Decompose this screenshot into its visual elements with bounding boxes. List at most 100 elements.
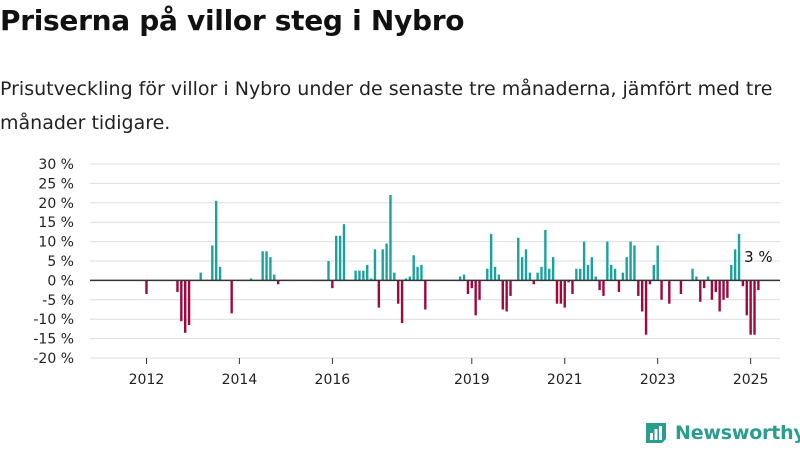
x-tick-label: 2023 [640, 372, 676, 388]
bar [373, 249, 377, 281]
bar [354, 270, 357, 281]
bar [571, 280, 574, 294]
bar [617, 280, 621, 293]
y-tick-label: 0 % [47, 273, 74, 289]
bar [509, 280, 512, 296]
bar [520, 257, 524, 281]
bar [458, 276, 462, 281]
bar [706, 276, 710, 281]
y-tick-label: -5 % [42, 293, 74, 309]
bar [493, 266, 497, 281]
bar [466, 280, 470, 294]
bar [393, 272, 396, 281]
x-tick-label: 2012 [129, 372, 165, 388]
bar [397, 280, 400, 304]
bar [412, 255, 415, 281]
y-tick-label: -20 % [33, 351, 74, 367]
bar [741, 280, 745, 287]
bar [335, 235, 338, 281]
bar [184, 280, 187, 333]
annotations: 3 % [744, 248, 773, 266]
bar [637, 280, 640, 296]
bar [559, 280, 563, 304]
bar [404, 278, 408, 281]
bar [575, 268, 578, 281]
x-tick-label: 2021 [547, 372, 583, 388]
bar [563, 280, 566, 308]
brand-name: Newsworthy [675, 422, 800, 444]
bar [474, 280, 477, 316]
bar [625, 257, 628, 281]
bar [730, 264, 733, 281]
bar [211, 245, 214, 281]
bar [652, 264, 656, 281]
annotation-label: 3 % [744, 248, 773, 266]
bar [269, 257, 272, 281]
bar [424, 280, 427, 310]
bar [648, 280, 652, 285]
bar [733, 249, 737, 281]
bar [462, 274, 466, 281]
bar [656, 245, 659, 281]
bar [420, 264, 423, 281]
bar [400, 280, 404, 324]
y-tick-label: 10 % [38, 235, 74, 251]
bar [358, 270, 361, 281]
bar [331, 280, 334, 289]
y-tick-label: 5 % [47, 254, 74, 270]
newsworthy-logo-icon [646, 423, 666, 443]
bar [710, 280, 714, 300]
bar [544, 229, 547, 281]
bar [551, 257, 555, 281]
bar [180, 280, 183, 322]
bar [501, 280, 504, 310]
bar [606, 241, 609, 281]
bar [389, 195, 392, 281]
bar [327, 261, 330, 281]
bar [497, 274, 501, 281]
bar [699, 280, 702, 302]
bar [342, 224, 346, 281]
y-axis-ticks: 30 % 25 % 20 % 15 % 10 % 5 % 0 % -5 % -10 % -15 %… [33, 157, 74, 367]
y-tick-label: 30 % [38, 157, 74, 173]
bar [679, 280, 683, 294]
bar [505, 280, 508, 312]
bar [745, 280, 748, 316]
bar [199, 272, 202, 281]
bar [567, 280, 570, 283]
bar [594, 276, 597, 281]
bar [726, 280, 729, 298]
bar [486, 268, 489, 281]
chart-title: Priserna på villor steg i Nybro [0, 4, 465, 37]
bar [218, 266, 222, 281]
bar [532, 280, 535, 285]
bar [536, 272, 539, 281]
bar [249, 278, 253, 281]
bar [416, 266, 419, 281]
bar [598, 280, 601, 291]
bar [691, 268, 694, 281]
x-tick-label: 2019 [454, 372, 490, 388]
bar [517, 237, 520, 281]
y-tick-label: 25 % [38, 176, 74, 192]
bar [660, 280, 663, 300]
bar [265, 251, 268, 281]
bar [586, 264, 590, 281]
bar-chart: 30 % 25 % 20 % 15 % 10 % 5 % 0 % -5 % -10 % -15 %… [33, 157, 780, 388]
bar [261, 251, 264, 281]
x-tick-label: 2016 [315, 372, 351, 388]
bar [633, 245, 636, 281]
y-tick-label: -15 % [33, 332, 74, 348]
bar [555, 280, 559, 304]
bar [640, 280, 644, 312]
bar [702, 280, 706, 289]
bar [602, 280, 605, 296]
bar [718, 280, 721, 312]
x-axis-ticks: 2012 2014 2016 2019 2021 2023 2025 [129, 358, 768, 388]
bar [590, 257, 594, 281]
bar [214, 200, 218, 281]
bar [644, 280, 648, 335]
bar [145, 280, 148, 294]
bar [408, 276, 412, 281]
bar [369, 278, 373, 281]
